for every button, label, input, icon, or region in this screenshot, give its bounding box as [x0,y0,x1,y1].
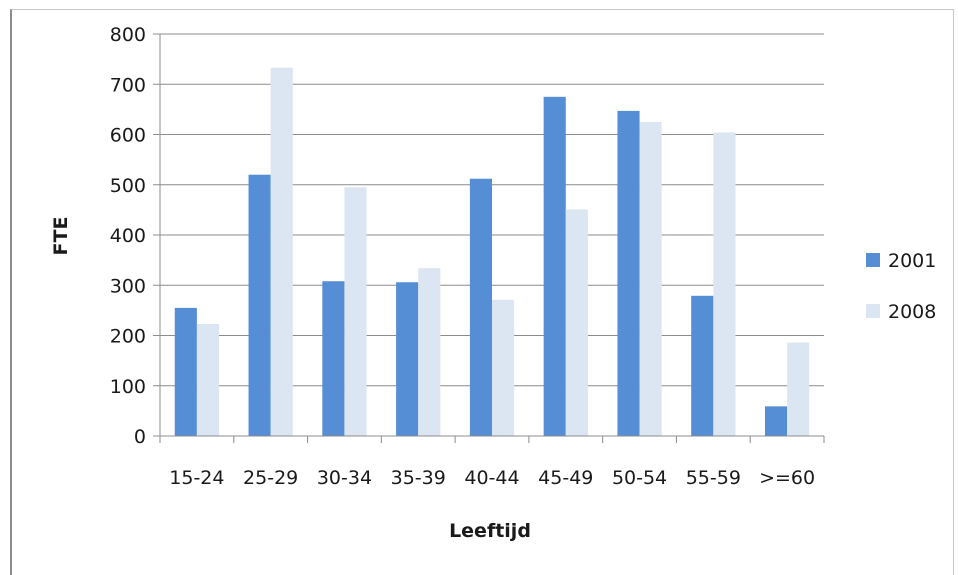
bar-2001-45-49 [544,97,566,436]
bar-2001-25-29 [249,175,271,436]
bars [175,68,809,436]
bar-2008-45-49 [566,209,588,436]
x-tick-label: 40-44 [464,467,519,489]
y-tick-label: 700 [110,74,146,96]
bar-2001-30-34 [322,281,344,436]
y-tick-label: 600 [110,125,146,147]
y-tick-label: 800 [110,24,146,46]
x-tick-label: 15-24 [169,467,224,489]
bar-2001->=60 [765,406,787,436]
bar-2001-50-54 [617,111,639,436]
bar-2008-35-39 [418,268,440,436]
bar-2001-40-44 [470,179,492,436]
bar-2001-55-59 [691,296,713,436]
bar-2008-25-29 [271,68,293,436]
bar-2008->=60 [787,343,809,436]
legend: 2001 2008 [866,250,936,323]
x-tick-label: 50-54 [612,467,667,489]
bar-2001-35-39 [396,282,418,436]
y-tick-label: 0 [134,426,146,448]
x-tick-label: 45-49 [538,467,593,489]
x-axis-title: Leeftijd [449,520,531,542]
x-tick-label: >=60 [759,467,815,489]
bar-2001-15-24 [175,308,197,436]
x-tick-label: 25-29 [243,467,298,489]
y-tick-label: 500 [110,175,146,197]
x-tick-label: 35-39 [391,467,446,489]
legend-swatch-2001 [866,253,880,267]
legend-label-2001: 2001 [888,250,936,272]
legend-label-2008: 2008 [888,301,936,323]
y-tick-label: 100 [110,376,146,398]
x-tick-labels: 15-24 25-29 30-34 35-39 40-44 45-49 50-54 55-59… [169,467,815,489]
legend-swatch-2008 [866,304,880,318]
bar-2008-55-59 [713,132,735,436]
x-tick-label: 55-59 [686,467,741,489]
y-axis-title: FTE [50,217,72,256]
y-tick-label: 300 [110,275,146,297]
bar-2008-30-34 [344,187,366,436]
bar-2008-40-44 [492,300,514,436]
x-tick-label: 30-34 [317,467,372,489]
bar-2008-15-24 [197,324,219,436]
y-tick-label: 200 [110,326,146,348]
y-tick-label: 400 [110,225,146,247]
y-tick-labels: 0 100 200 300 400 500 600 700 800 [110,24,146,448]
bar-2008-50-54 [640,122,662,436]
